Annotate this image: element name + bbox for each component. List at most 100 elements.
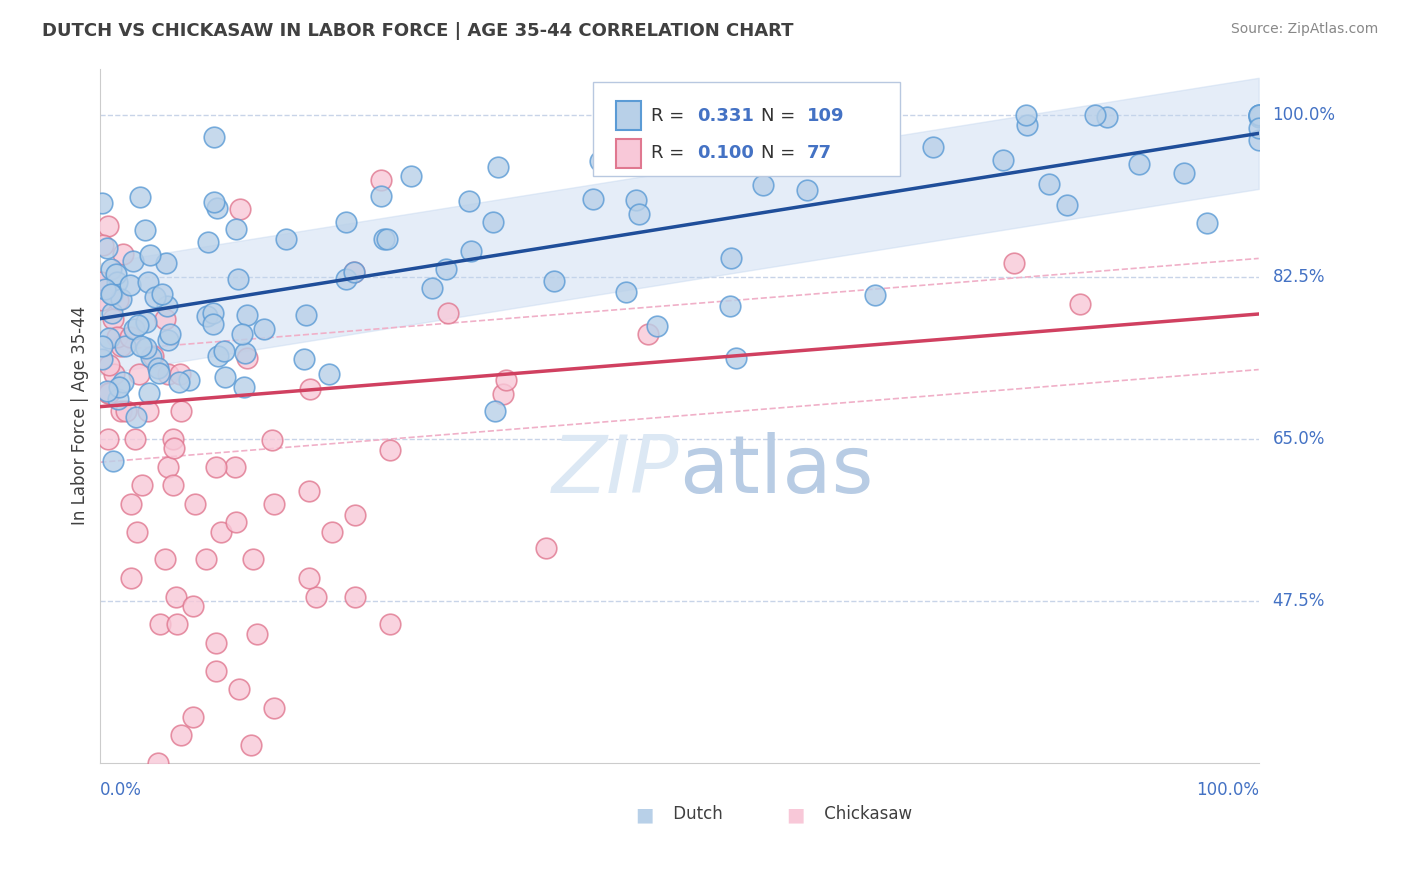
Point	[299, 382, 322, 396]
Point	[177, 373, 200, 387]
Point	[375, 232, 398, 246]
Point	[751, 178, 773, 192]
Point	[91, 351, 114, 366]
Point	[1247, 108, 1270, 122]
Point	[228, 682, 250, 697]
Point	[169, 368, 191, 382]
Point	[1015, 108, 1038, 122]
Point	[1095, 110, 1118, 124]
Point	[166, 617, 188, 632]
Point	[482, 215, 505, 229]
Point	[202, 318, 225, 332]
Point	[486, 160, 509, 174]
Point	[97, 385, 120, 400]
Point	[242, 552, 264, 566]
Point	[197, 235, 219, 249]
Point	[101, 454, 124, 468]
Point	[401, 169, 423, 183]
Point	[263, 700, 285, 714]
Point	[135, 315, 157, 329]
Point	[150, 287, 173, 301]
Point	[1038, 177, 1060, 191]
Point	[108, 379, 131, 393]
Point	[614, 285, 637, 299]
Point	[295, 308, 318, 322]
FancyBboxPatch shape	[593, 82, 900, 177]
Point	[90, 339, 112, 353]
Text: 100.0%: 100.0%	[1272, 106, 1336, 124]
Point	[125, 409, 148, 424]
Point	[159, 326, 181, 341]
Point	[335, 215, 357, 229]
Point	[169, 375, 191, 389]
Point	[202, 130, 225, 145]
Point	[136, 404, 159, 418]
Point	[120, 497, 142, 511]
Point	[865, 288, 887, 302]
Point	[148, 361, 170, 376]
Point	[105, 330, 128, 344]
Point	[122, 322, 145, 336]
Point	[235, 351, 257, 366]
Point	[134, 223, 156, 237]
Point	[114, 339, 136, 353]
Point	[195, 552, 218, 566]
Point	[321, 524, 343, 539]
Point	[690, 147, 713, 161]
Point	[115, 404, 138, 418]
Point	[207, 349, 229, 363]
Point	[156, 333, 179, 347]
Point	[458, 194, 481, 208]
Point	[229, 202, 252, 216]
Point	[120, 571, 142, 585]
Point	[232, 379, 254, 393]
Point	[343, 265, 366, 279]
Point	[98, 331, 121, 345]
Text: 65.0%: 65.0%	[1272, 430, 1324, 448]
Point	[318, 368, 340, 382]
Point	[1004, 255, 1026, 269]
Point	[628, 206, 651, 220]
Point	[124, 432, 146, 446]
Point	[97, 385, 120, 400]
Text: R =: R =	[651, 145, 689, 162]
Text: N =: N =	[761, 145, 800, 162]
Point	[94, 282, 117, 296]
Text: 0.331: 0.331	[697, 107, 754, 125]
Point	[246, 626, 269, 640]
Point	[136, 275, 159, 289]
Text: atlas: atlas	[679, 433, 875, 510]
Point	[344, 590, 367, 604]
Point	[637, 327, 659, 342]
Point	[201, 305, 224, 319]
Point	[343, 265, 366, 279]
Point	[100, 287, 122, 301]
Point	[344, 508, 367, 522]
Point	[111, 375, 134, 389]
Point	[298, 483, 321, 498]
Point	[589, 154, 612, 169]
Point	[112, 247, 135, 261]
Point	[1197, 216, 1219, 230]
Point	[107, 392, 129, 407]
Point	[420, 281, 443, 295]
Point	[100, 262, 122, 277]
Point	[103, 311, 125, 326]
Point	[991, 153, 1014, 167]
Text: 82.5%: 82.5%	[1272, 268, 1324, 286]
Point	[157, 459, 180, 474]
Point	[105, 275, 128, 289]
FancyBboxPatch shape	[616, 101, 641, 130]
Point	[91, 237, 114, 252]
Point	[534, 541, 557, 555]
Point	[582, 192, 605, 206]
Point	[181, 710, 204, 724]
Point	[725, 351, 748, 365]
Point	[127, 524, 149, 539]
Point	[110, 404, 132, 418]
Point	[1084, 108, 1107, 122]
Point	[162, 442, 184, 456]
Point	[205, 664, 228, 678]
Point	[231, 326, 253, 341]
Point	[155, 255, 177, 269]
